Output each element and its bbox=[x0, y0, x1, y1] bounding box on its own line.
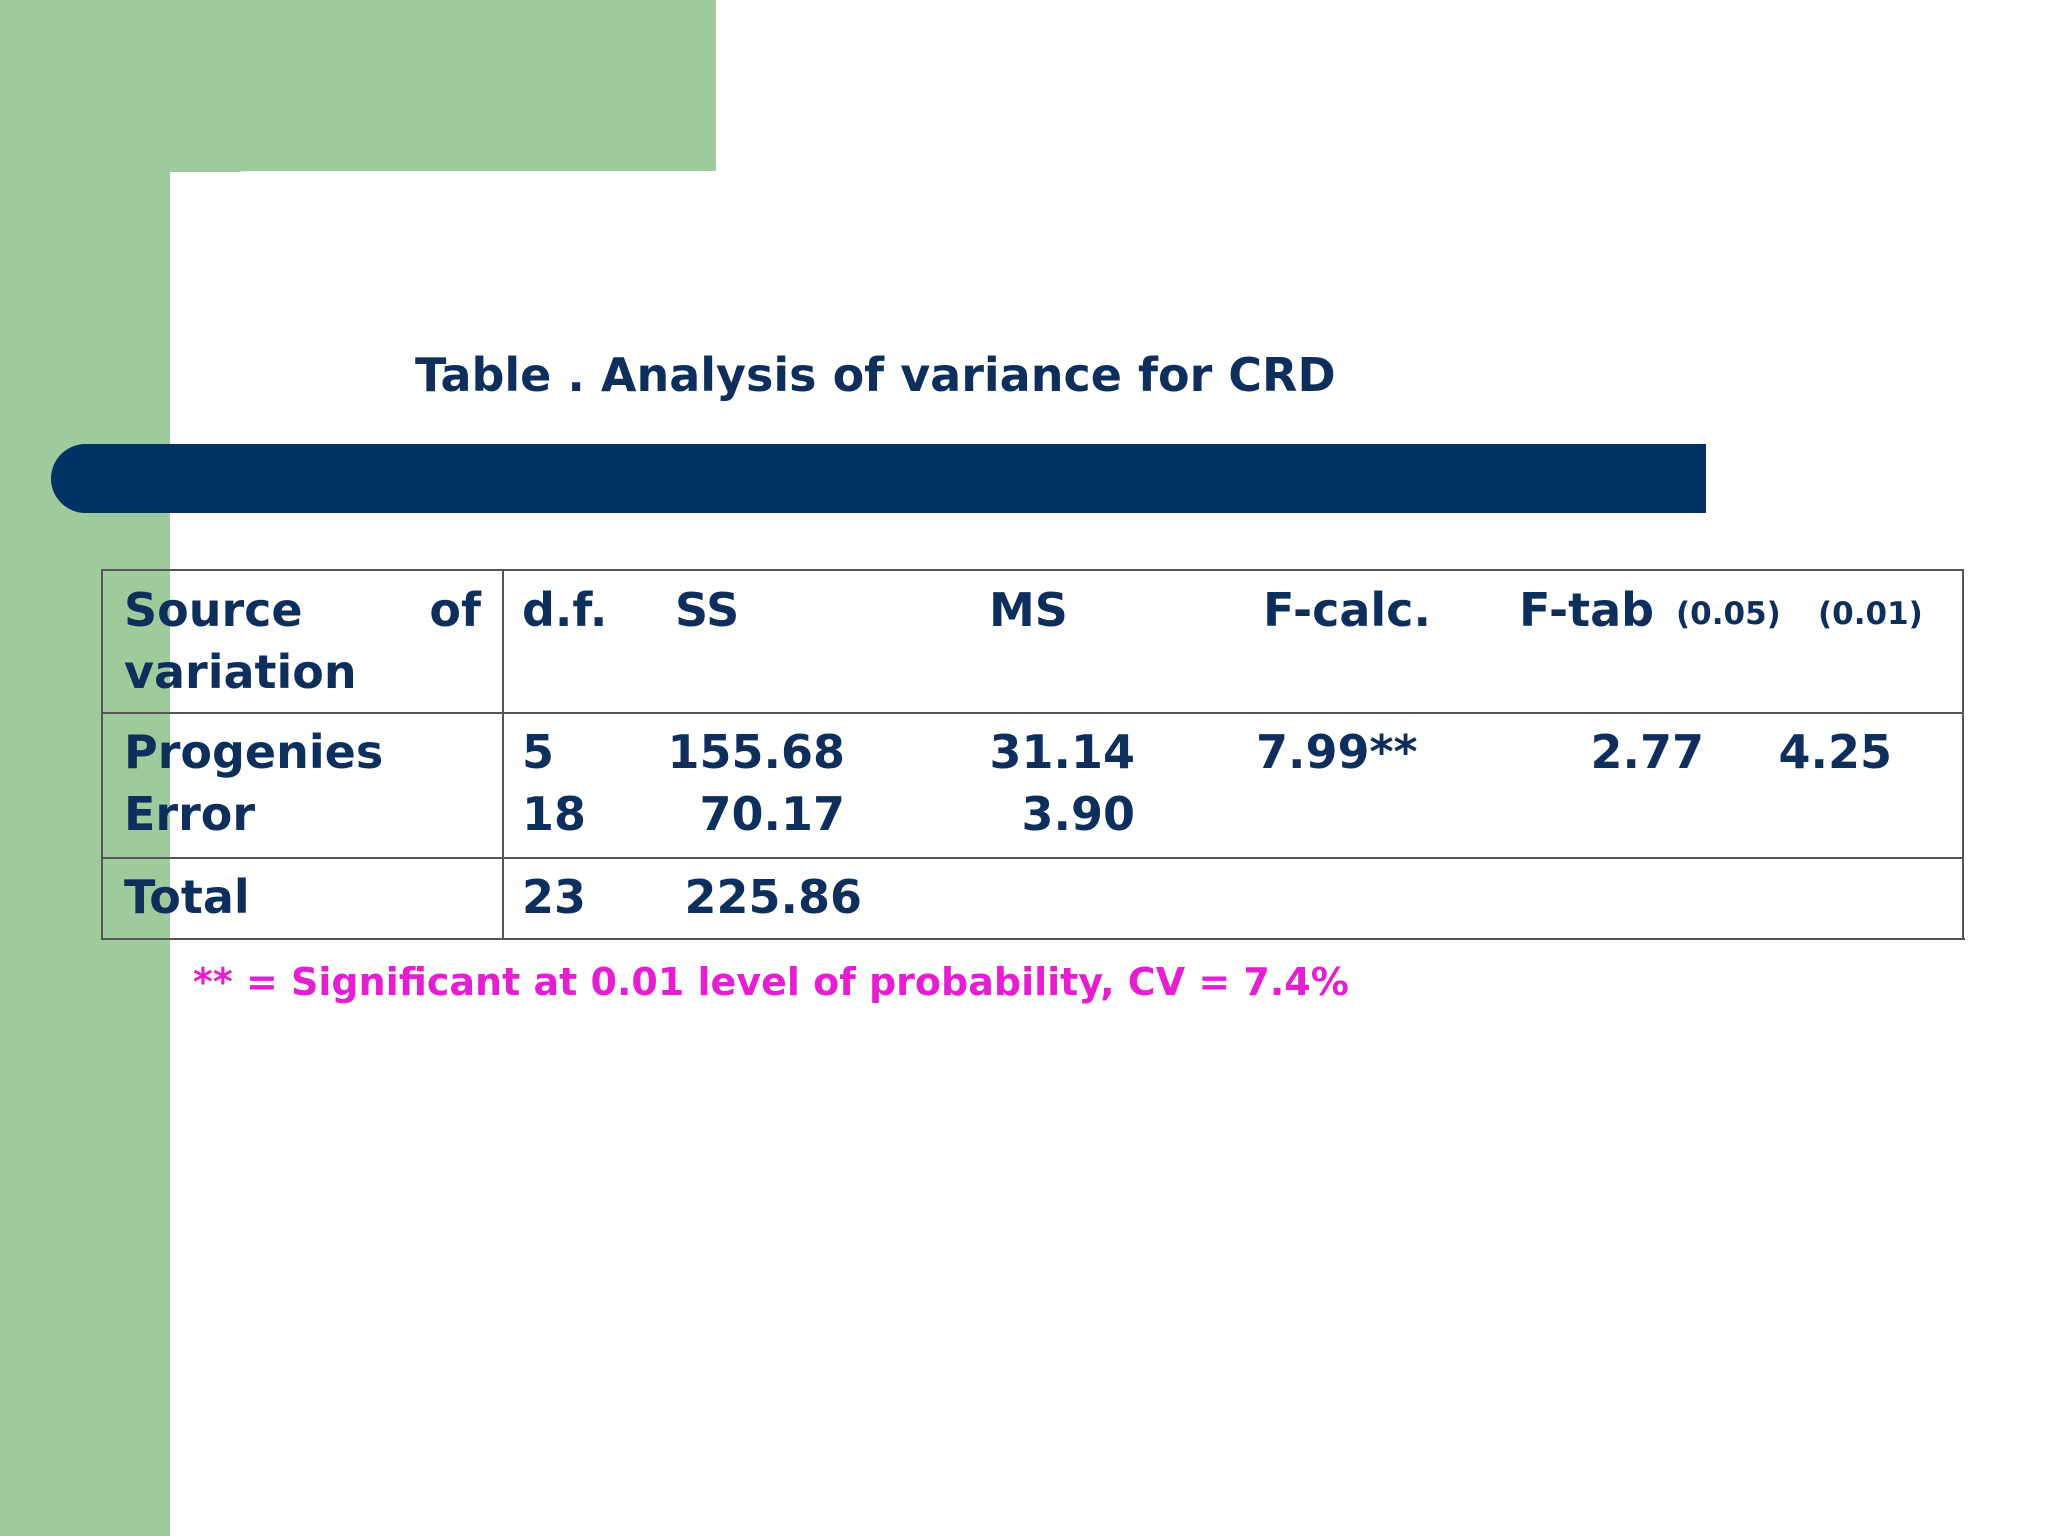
header-cell: F-calc. bbox=[1263, 583, 1431, 637]
table-border bbox=[102, 569, 1963, 571]
cell: 2.77 bbox=[1590, 725, 1705, 779]
white-panel bbox=[170, 171, 2048, 1536]
cell: 225.86 bbox=[684, 870, 862, 924]
header-cell: (0.01) bbox=[1818, 596, 1923, 632]
table-border bbox=[102, 938, 1965, 940]
cell: 18 bbox=[522, 787, 587, 841]
cell: 3.90 bbox=[1021, 787, 1136, 841]
table-border bbox=[101, 569, 103, 940]
cell: Total bbox=[124, 870, 250, 924]
cell: 31.14 bbox=[989, 725, 1135, 779]
title-bar bbox=[51, 444, 1706, 513]
header-cell: F-tab bbox=[1519, 583, 1655, 637]
header-cell: MS bbox=[989, 583, 1068, 637]
cell: 4.25 bbox=[1778, 725, 1893, 779]
cell: 155.68 bbox=[667, 725, 845, 779]
slide-title: Table . Analysis of variance for CRD bbox=[415, 348, 1336, 402]
header-cell: d.f. bbox=[522, 583, 608, 637]
cell: Progenies bbox=[124, 725, 384, 779]
cell: 70.17 bbox=[699, 787, 845, 841]
cell: Error bbox=[124, 787, 256, 841]
footnote: ** = Significant at 0.01 level of probab… bbox=[193, 960, 1349, 1004]
green-side-band bbox=[0, 0, 170, 1536]
cell: 23 bbox=[522, 870, 587, 924]
table-border bbox=[102, 857, 1963, 859]
header-cell: (0.05) bbox=[1676, 596, 1781, 632]
cell: 5 bbox=[522, 725, 555, 779]
header-cell: SS bbox=[675, 583, 740, 637]
table-border bbox=[502, 569, 504, 940]
table-border bbox=[1962, 569, 1964, 940]
header-cell: Source of variation bbox=[124, 583, 481, 699]
table-border bbox=[102, 712, 1963, 714]
cell: 7.99** bbox=[1256, 725, 1418, 779]
